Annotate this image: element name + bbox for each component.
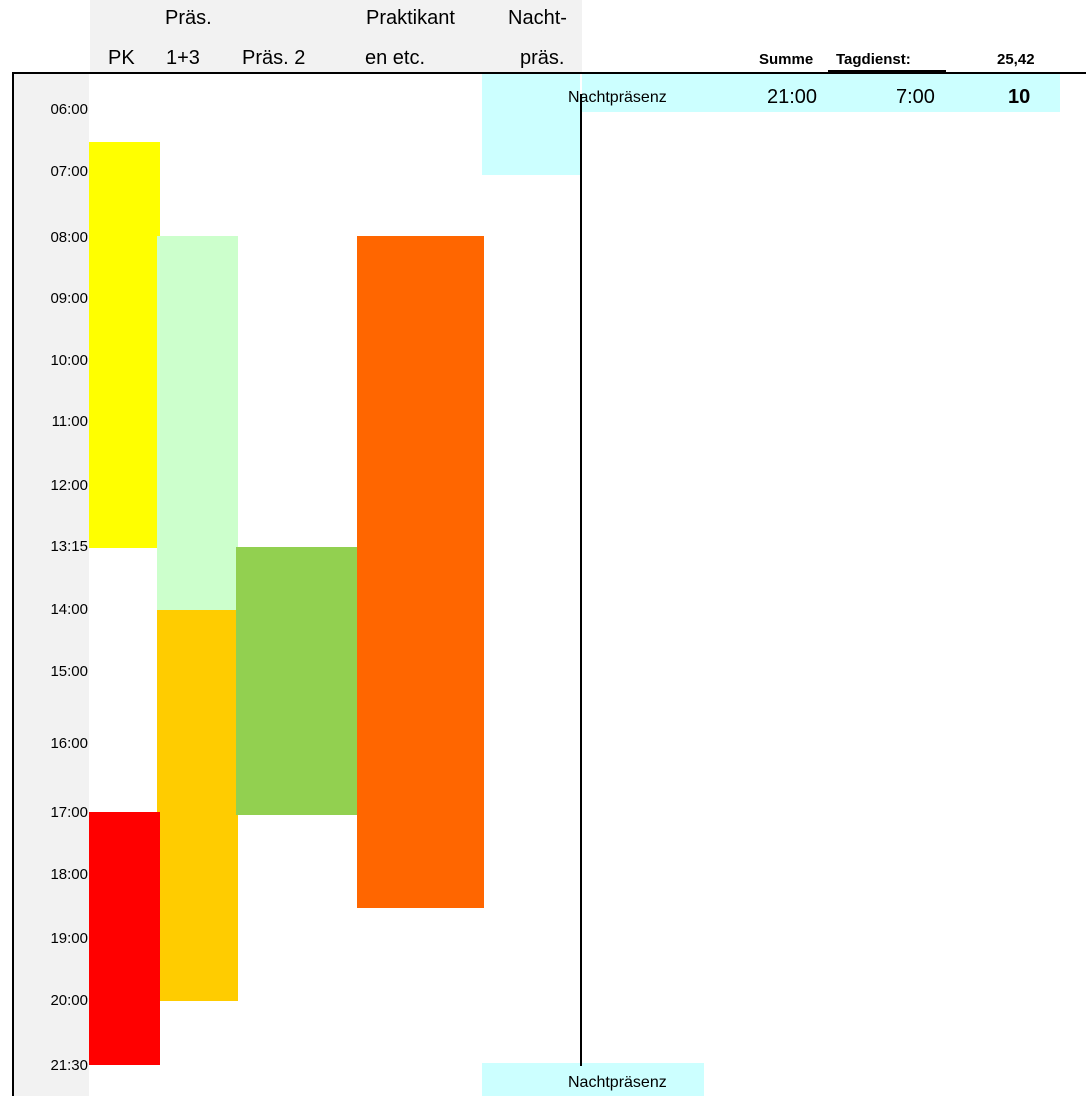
- night-row-start: 21:00: [767, 86, 818, 108]
- time-label: 15:00: [50, 663, 88, 680]
- pk-evening-block: [89, 812, 160, 1065]
- time-label: 09:00: [50, 290, 88, 307]
- night-row-end: 7:00: [896, 86, 935, 108]
- nacht-praes-bottom-block: [482, 1063, 704, 1096]
- col-header-pk: PK: [108, 47, 135, 69]
- summary-underline: [828, 70, 946, 72]
- time-label: 17:00: [50, 804, 88, 821]
- night-row-label: Nachtpräsenz: [568, 89, 667, 106]
- praktikant-block: [357, 236, 484, 908]
- col-header-praes2: Präs. 2: [242, 47, 306, 69]
- night-row-hours: 10: [1008, 86, 1031, 108]
- time-label: 10:00: [50, 352, 88, 369]
- col-header-praktikant-line1: Praktikant: [366, 7, 455, 29]
- nacht-row-highlight: [582, 74, 1060, 112]
- pk-morning-block: [89, 142, 160, 548]
- header-divider: [12, 72, 1086, 74]
- time-label: 18:00: [50, 866, 88, 883]
- column-divider: [580, 94, 582, 1066]
- time-column-background: [14, 72, 89, 1096]
- time-label: 16:00: [50, 735, 88, 752]
- night-label-bottom: Nachtpräsenz: [568, 1074, 667, 1091]
- praes2-block: [236, 547, 357, 815]
- nacht-praes-top-block: [482, 74, 580, 175]
- time-label: 21:30: [50, 1057, 88, 1074]
- time-label: 12:00: [50, 477, 88, 494]
- time-label: 19:00: [50, 930, 88, 947]
- time-label: 20:00: [50, 992, 88, 1009]
- time-label: 07:00: [50, 163, 88, 180]
- header-background: [90, 0, 582, 72]
- summary-value: 25,42: [997, 51, 1035, 68]
- col-header-nacht-line1: Nacht-: [508, 7, 567, 29]
- time-label: 14:00: [50, 601, 88, 618]
- time-label: 11:00: [51, 413, 88, 430]
- time-label: 13:15: [50, 538, 88, 555]
- left-border: [12, 72, 14, 1096]
- summary-label-tagdienst: Tagdienst:: [836, 51, 911, 68]
- time-label: 06:00: [50, 101, 88, 118]
- col-header-praktikant-line2: en etc.: [365, 47, 426, 69]
- summary-label-summe: Summe: [759, 51, 814, 68]
- praes13-afternoon-block: [157, 610, 238, 1001]
- col-header-praes13-line2: 1+3: [166, 47, 200, 69]
- col-header-nacht-line2: präs.: [520, 47, 565, 69]
- time-label: 08:00: [50, 229, 88, 246]
- col-header-praes13-line1: Präs.: [165, 7, 212, 29]
- praes13-morning-block: [157, 236, 238, 610]
